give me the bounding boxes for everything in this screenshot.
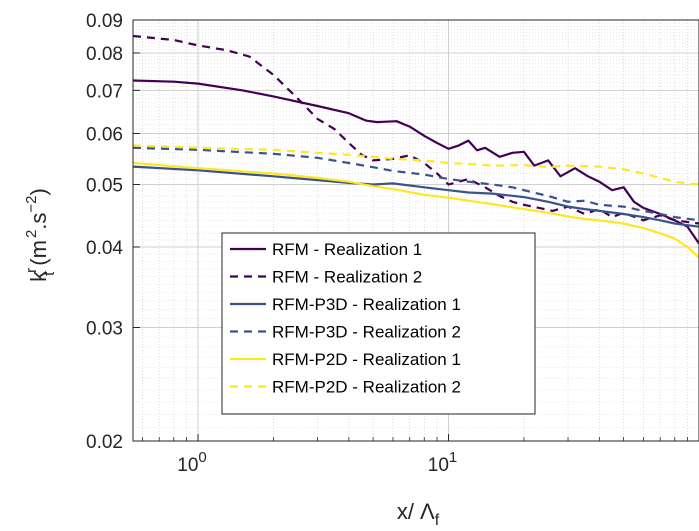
y-tick-label: 0.09 [86, 11, 123, 32]
ticks [133, 19, 688, 442]
y-tick-label: 0.04 [86, 238, 123, 259]
y-tick-label: 0.08 [86, 44, 123, 65]
legend-box [221, 232, 536, 415]
series-line-3 [133, 165, 699, 228]
legend-label: RFM-P2D - Realization 2 [272, 378, 461, 397]
y-tick-label: 0.02 [86, 432, 123, 453]
x-axis-label: x/ Λf [397, 499, 440, 529]
plot-frame [132, 19, 699, 442]
y-tick-label: 0.03 [86, 319, 123, 340]
y-tick-label: 0.05 [86, 176, 123, 197]
legend-label: RFM-P2D - Realization 1 [272, 350, 461, 369]
minor-grid [133, 20, 699, 441]
legend-label: RFM - Realization 1 [272, 240, 422, 259]
legend-label: RFM - Realization 2 [272, 268, 422, 287]
series-line-6 [133, 144, 699, 186]
legend: RFM - Realization 1 RFM - Realization 2 RF… [221, 232, 536, 415]
series-layer [133, 34, 699, 259]
tick-labels: 100 101 0.02 0.03 0.04 0.05 0.06 0.07 0.08 0.09 [86, 11, 457, 476]
x-tick-label: 100 [177, 449, 206, 476]
legend-label: RFM-P3D - Realization 2 [272, 323, 461, 342]
y-tick-label: 0.07 [86, 81, 123, 102]
series-line-1 [133, 79, 699, 245]
series-line-5 [133, 161, 699, 259]
series-line-2 [133, 34, 699, 225]
legend-label: RFM-P3D - Realization 1 [272, 295, 461, 314]
y-tick-label: 0.06 [86, 124, 123, 145]
y-axis-label: krt(m2.s−2) [23, 188, 58, 282]
series-line-4 [133, 146, 699, 222]
x-tick-label: 101 [428, 449, 457, 476]
